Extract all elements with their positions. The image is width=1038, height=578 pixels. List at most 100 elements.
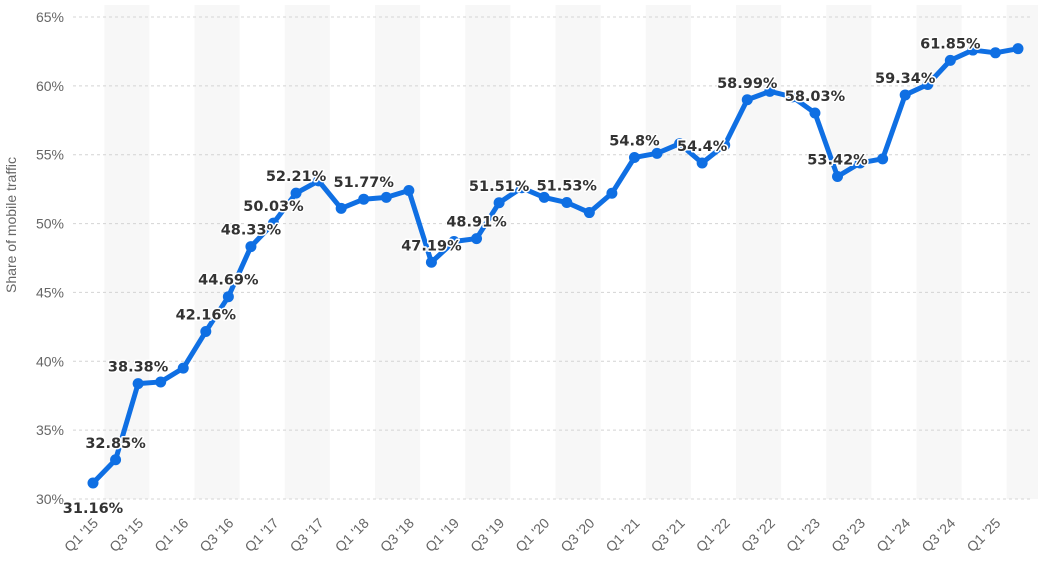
data-point <box>493 197 505 209</box>
data-point <box>651 147 663 159</box>
plot-band <box>735 5 782 499</box>
x-tick-label: Q1 '18 <box>332 515 372 555</box>
data-label: 51.51% <box>469 179 530 195</box>
y-tick-label: 65% <box>36 9 64 25</box>
plot-band <box>194 5 240 499</box>
data-label: 31.16% <box>63 501 124 517</box>
data-point <box>741 94 753 106</box>
x-tick-label: Q3 '17 <box>287 515 327 555</box>
x-tick-label: Q3 '20 <box>557 515 597 555</box>
series-mobile-share <box>87 43 1024 489</box>
data-point <box>674 138 686 150</box>
y-tick-label: 30% <box>36 491 64 507</box>
plot-band <box>284 5 330 499</box>
data-point <box>899 89 911 101</box>
y-tick-label: 40% <box>36 353 64 369</box>
data-labels: 31.16% 32.85% 38.38% 42.16% 44.69% 48.33% 50.0… <box>61 35 982 519</box>
data-label: 47.19% <box>401 238 462 254</box>
plot-band <box>465 5 511 499</box>
data-label: 44.69% <box>198 273 259 289</box>
x-tick-label: Q3 '23 <box>828 515 868 555</box>
data-point <box>177 362 189 374</box>
data-label: 42.16% <box>176 308 237 324</box>
y-tick-label: 55% <box>36 147 64 163</box>
data-point <box>335 202 347 214</box>
data-point <box>696 157 708 169</box>
data-point <box>290 187 302 199</box>
x-tick-label: Q1 '21 <box>602 515 642 555</box>
plot-band <box>375 5 421 499</box>
x-tick-label: Q3 '21 <box>648 515 688 555</box>
data-point <box>832 170 844 182</box>
data-point <box>110 454 122 466</box>
data-point <box>809 107 821 119</box>
data-point <box>561 197 573 209</box>
data-label: 61.85% <box>920 36 981 52</box>
data-point <box>877 153 889 165</box>
y-tick-label: 45% <box>36 284 64 300</box>
data-point <box>245 241 257 253</box>
x-tick-label: Q3 '19 <box>467 515 507 555</box>
y-tick-label: 60% <box>36 78 64 94</box>
y-tick-label: 35% <box>36 422 64 438</box>
plot-bands <box>104 5 1038 499</box>
x-tick-label: Q3 '24 <box>918 515 958 555</box>
data-label: 38.38% <box>108 360 169 376</box>
data-point <box>854 157 866 169</box>
data-point <box>222 291 234 303</box>
x-tick-label: Q3 '18 <box>377 515 417 555</box>
data-point <box>425 256 437 268</box>
data-label: 48.33% <box>221 223 282 239</box>
data-label: 50.03% <box>243 199 304 215</box>
plot-band <box>1006 5 1038 499</box>
plot-band <box>555 5 601 499</box>
data-label: 54.4% <box>677 139 728 155</box>
data-point <box>764 85 776 97</box>
plot-band <box>826 5 872 499</box>
data-label: 48.91% <box>446 215 507 231</box>
data-point <box>155 376 167 388</box>
data-point <box>87 477 99 489</box>
x-tick-label: Q1 '25 <box>963 515 1003 555</box>
data-point <box>583 207 595 219</box>
y-axis-label: Share of mobile traffic <box>3 157 19 293</box>
data-label: 51.77% <box>334 175 395 191</box>
data-point <box>1012 43 1024 55</box>
data-point <box>944 54 956 66</box>
data-label: 51.53% <box>537 179 598 195</box>
x-tick-label: Q3 '15 <box>106 515 146 555</box>
data-label: 32.85% <box>85 436 146 452</box>
x-axis-ticks: Q1 '15 Q3 '15 Q1 '16 Q3 '16 Q1 '17 Q3 '17 Q1 '… <box>61 515 1004 555</box>
data-point <box>719 139 731 151</box>
x-tick-label: Q3 '16 <box>196 515 236 555</box>
data-point <box>786 91 798 103</box>
x-tick-label: Q1 '22 <box>693 515 733 555</box>
data-label: 58.03% <box>785 89 846 105</box>
data-label: 52.21% <box>266 169 327 185</box>
data-point <box>380 191 392 203</box>
y-axis-ticks: 30% 35% 40% 45% 50% 55% 60% 65% <box>36 9 64 507</box>
data-label: 54.8% <box>609 133 660 149</box>
data-label: 59.34% <box>875 71 936 87</box>
y-tick-label: 50% <box>36 216 64 232</box>
data-point <box>471 233 483 245</box>
data-label: 58.99% <box>717 76 778 92</box>
data-point <box>267 217 279 229</box>
x-tick-label: Q1 '16 <box>151 515 191 555</box>
data-point <box>200 326 212 338</box>
data-point <box>922 78 934 90</box>
data-point <box>313 175 325 187</box>
data-point <box>967 44 979 56</box>
data-point <box>516 182 528 194</box>
data-point <box>989 47 1001 59</box>
data-point <box>403 185 415 197</box>
x-tick-label: Q1 '17 <box>241 515 281 555</box>
data-point <box>448 235 460 247</box>
x-tick-label: Q1 '15 <box>61 515 101 555</box>
x-tick-label: Q3 '22 <box>738 515 778 555</box>
x-tick-label: Q1 '23 <box>783 515 823 555</box>
data-point <box>132 378 144 390</box>
data-point <box>606 187 618 199</box>
data-label: 53.42% <box>807 152 868 168</box>
